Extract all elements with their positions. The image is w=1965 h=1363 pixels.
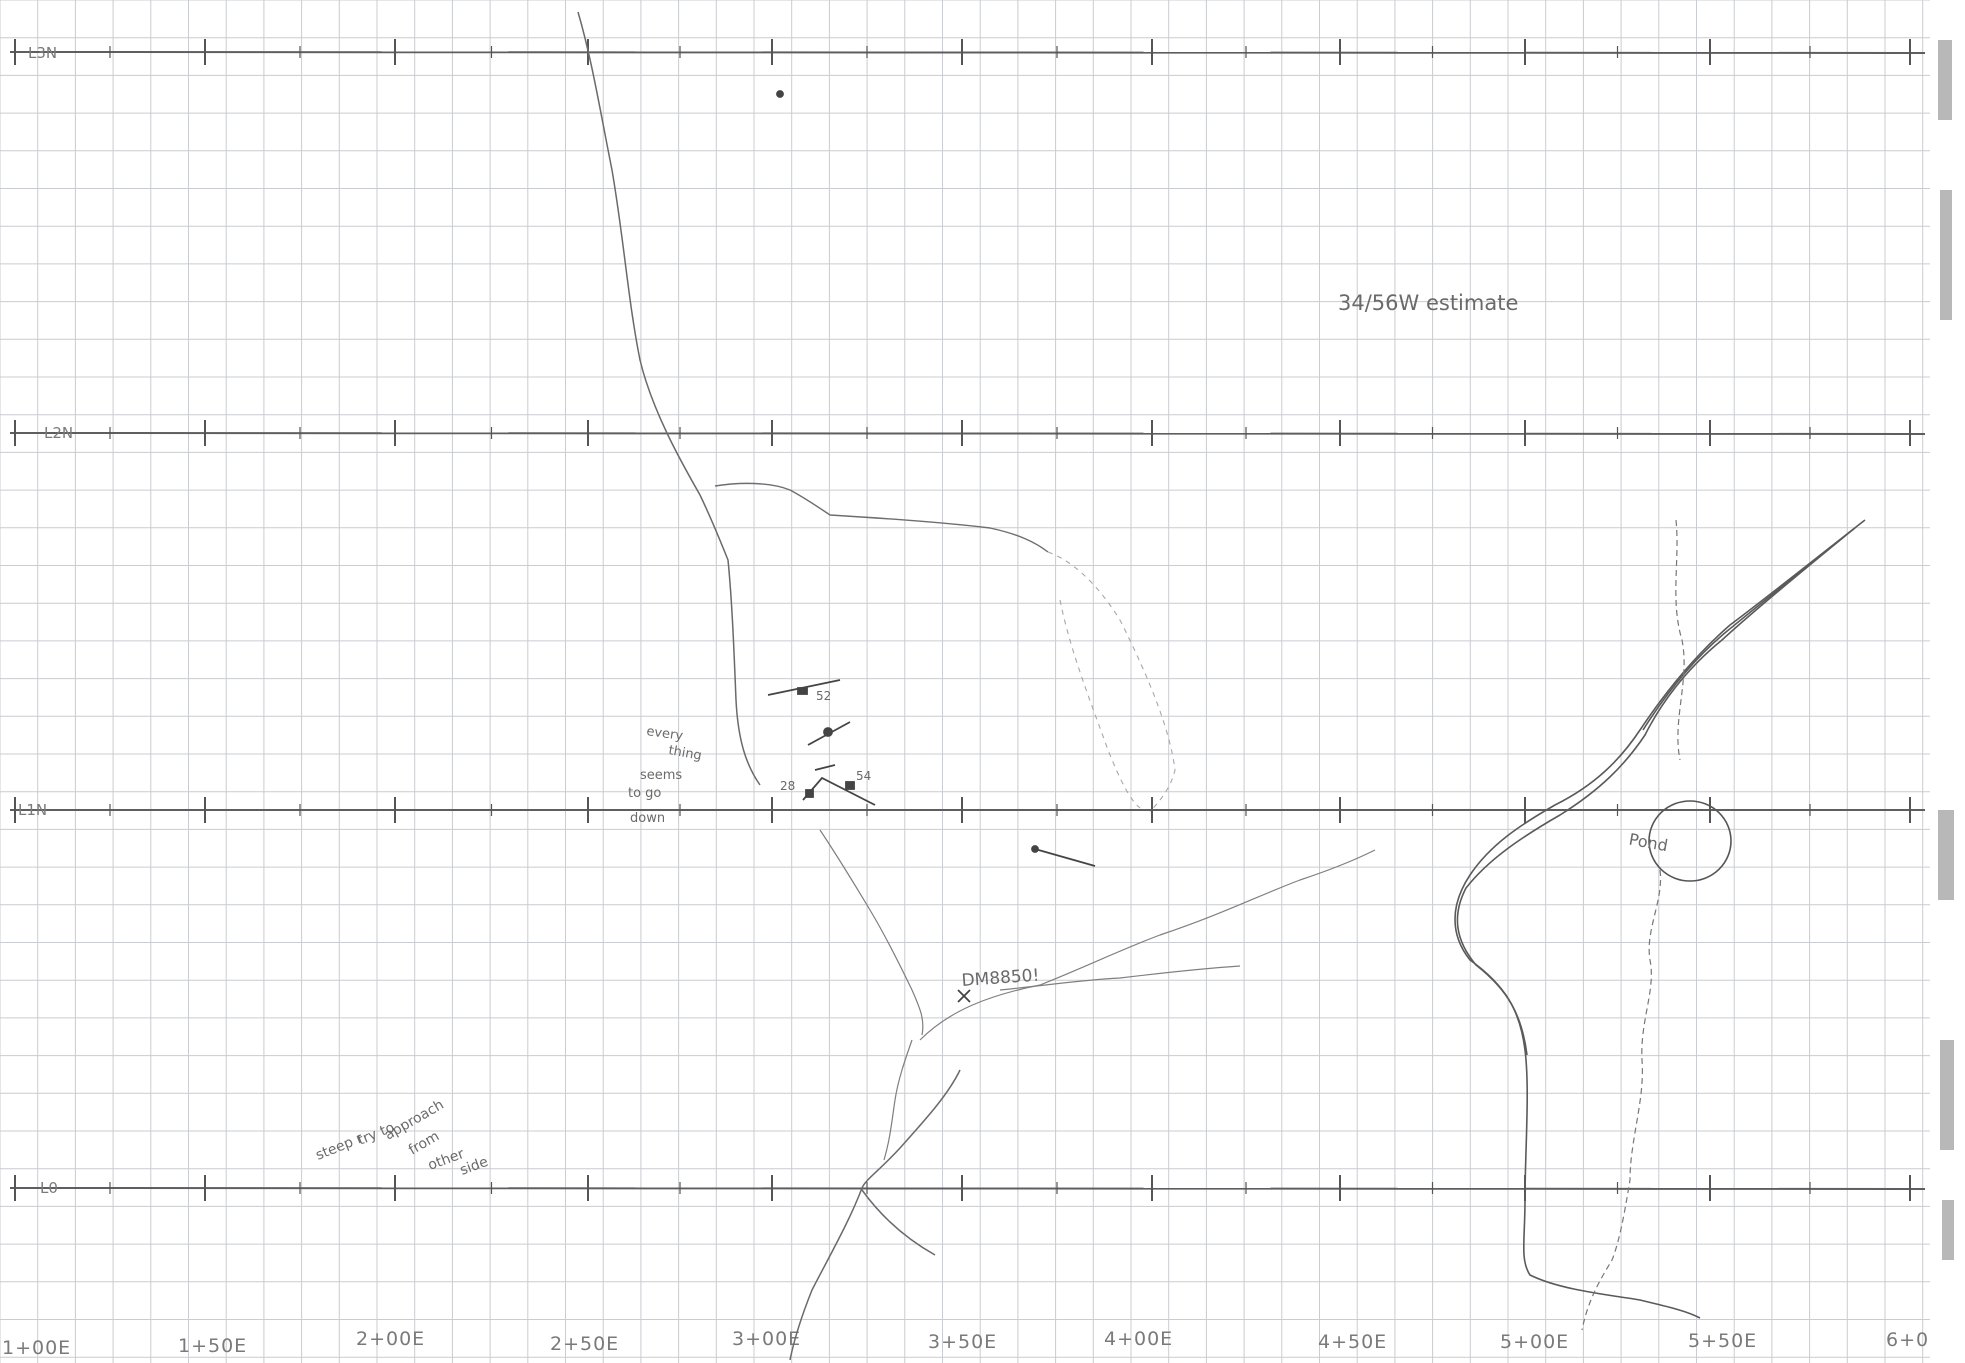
dashed-boundary xyxy=(1047,551,1176,813)
stream-east xyxy=(1581,519,1685,1331)
flow-line-east xyxy=(919,849,1376,1041)
scan-edge-marks xyxy=(1938,40,1954,1260)
pond-label: Pond xyxy=(1627,830,1669,856)
flow-line-north-path xyxy=(714,482,1049,553)
strike-label-28: 28 xyxy=(780,779,795,793)
pond-outline xyxy=(1648,800,1732,882)
creek-lower-channel xyxy=(789,1069,961,1361)
note-steep: steep r try to approach from other side xyxy=(314,1097,491,1179)
survey-line-labels: L3N L2N L1N L0 xyxy=(18,44,73,1197)
note-trend-line-1: every xyxy=(645,724,684,744)
note-trend-line-4: to go xyxy=(628,786,661,801)
station-label-4-50e: 4+50E xyxy=(1318,1331,1387,1353)
dip-tick-52 xyxy=(797,687,808,695)
station-label-2-50e: 2+50E xyxy=(550,1333,619,1355)
note-trend-line-3: seems xyxy=(640,768,682,783)
flow-line-east-path xyxy=(919,849,1376,1041)
station-label-1-00e: 1+00E xyxy=(2,1337,71,1359)
strike-label-52: 52 xyxy=(816,689,831,703)
creek-main xyxy=(577,11,961,1361)
road-east-line-a xyxy=(1454,519,1866,1319)
survey-line-l3n xyxy=(9,51,1926,54)
station-label-3-00e: 3+00E xyxy=(732,1328,801,1350)
note-trend-line-5: down xyxy=(630,811,665,826)
line-label-l1n: L1N xyxy=(18,801,47,819)
flow-line-north xyxy=(714,482,1049,553)
dip-dot-mid xyxy=(823,727,833,737)
strike-symbol-east xyxy=(1034,848,1096,867)
station-label-3-50e: 3+50E xyxy=(928,1331,997,1353)
dip-tick-54 xyxy=(845,781,855,790)
line-label-l0: L0 xyxy=(40,1179,58,1197)
outcrop-dot-north xyxy=(776,90,784,98)
flow-line-down-path xyxy=(883,1039,913,1161)
sample-cross-b xyxy=(957,989,971,1003)
station-labels: 1+00E 1+50E 2+00E 2+50E 3+00E 3+50E 4+00… xyxy=(2,1328,1954,1359)
line-label-l2n: L2N xyxy=(44,424,73,442)
survey-lines xyxy=(9,51,1926,1190)
survey-line-l2n xyxy=(9,432,1926,435)
station-label-5-00e: 5+00E xyxy=(1500,1331,1569,1353)
pond: Pond xyxy=(1627,800,1732,882)
survey-line-l0 xyxy=(9,1187,1926,1190)
dip-tick-28 xyxy=(805,789,814,798)
road-east-line-b xyxy=(1456,535,1846,1056)
station-label-2-00e: 2+00E xyxy=(356,1328,425,1350)
road-east-line-c xyxy=(1642,527,1856,731)
line-label-l3n: L3N xyxy=(28,44,57,62)
outcrop-dot-east xyxy=(1031,845,1039,853)
estimate-note: 34/56W estimate xyxy=(1338,291,1518,315)
road-east xyxy=(1454,519,1866,1319)
station-label-1-50e: 1+50E xyxy=(178,1335,247,1357)
strike-dip-symbols xyxy=(767,90,1096,1003)
creek-upper-channel xyxy=(577,11,761,786)
note-trend: every thing seems to go down xyxy=(628,724,703,826)
flow-line-mid-path xyxy=(999,965,1241,991)
note-trend-line-2: thing xyxy=(667,743,703,764)
flow-line-southwest-path xyxy=(819,829,924,1036)
station-label-4-00e: 4+00E xyxy=(1104,1328,1173,1350)
creek-branch-right xyxy=(861,1189,936,1256)
station-ticks xyxy=(14,39,1911,1201)
flow-line-southwest xyxy=(819,829,924,1161)
strike-label-54: 54 xyxy=(856,769,871,783)
station-label-5-50e: 5+50E xyxy=(1688,1330,1757,1352)
